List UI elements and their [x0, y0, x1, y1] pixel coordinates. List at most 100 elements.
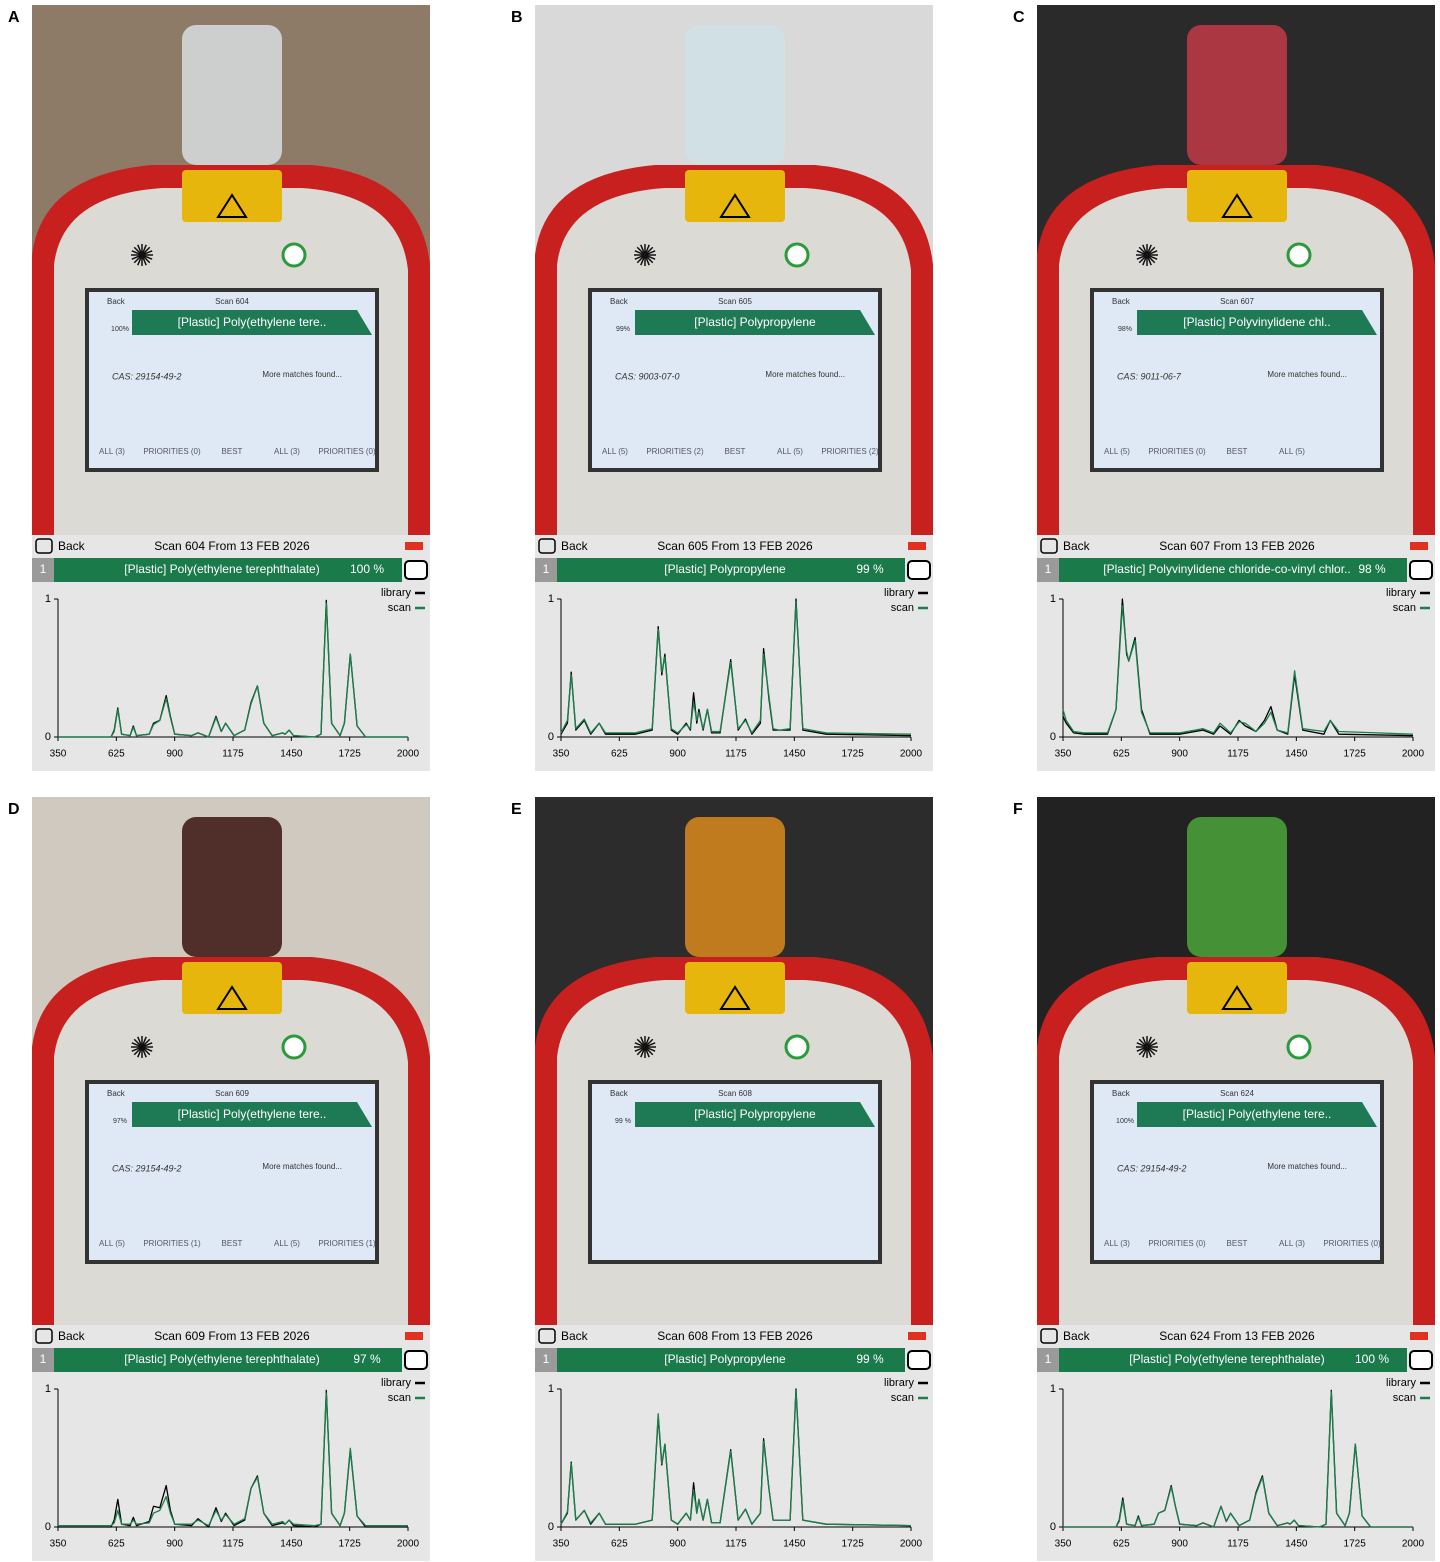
x-tick-label: 1725: [1344, 1539, 1367, 1550]
photo-object: [685, 817, 785, 957]
legend-label: library: [1386, 1377, 1416, 1389]
y-tick-label: 0: [45, 731, 51, 743]
scan-label: Scan 605 From 13 FEB 2026: [657, 539, 813, 553]
panel-label: C: [1013, 9, 1025, 26]
screen-footer-item: PRIORITIES (0): [318, 447, 376, 456]
screen-footer-item: PRIORITIES (2): [821, 447, 879, 456]
return-icon: [1410, 561, 1432, 579]
screen-footer-item: ALL (3): [1279, 1239, 1305, 1248]
screen-footer-item: PRIORITIES (0): [1148, 1239, 1206, 1248]
return-icon: [1410, 1351, 1432, 1369]
screen-footer-item: ALL (3): [99, 447, 125, 456]
return-icon: [908, 1351, 930, 1369]
legend-label: scan: [891, 1392, 914, 1404]
y-tick-label: 1: [548, 1383, 554, 1395]
y-tick-label: 0: [1050, 731, 1056, 743]
photo-object: [182, 817, 282, 957]
match-percent: 97 %: [353, 1352, 381, 1366]
screen-scan: Scan 604: [215, 297, 249, 306]
x-tick-label: 1450: [280, 749, 303, 760]
legend-label: scan: [1393, 1392, 1416, 1404]
legend-label: library: [884, 587, 914, 599]
legend-label: scan: [1393, 602, 1416, 614]
x-tick-label: 625: [108, 1539, 125, 1550]
rank-label: 1: [40, 1352, 47, 1366]
x-tick-label: 1450: [1285, 1539, 1308, 1550]
screen-percent: 99%: [616, 326, 630, 333]
legend-label: scan: [388, 602, 411, 614]
x-tick-label: 900: [669, 749, 686, 760]
screen-back: Back: [1112, 1089, 1131, 1098]
x-tick-label: 625: [1113, 749, 1130, 760]
screen-back: Back: [107, 297, 126, 306]
y-tick-label: 1: [45, 593, 51, 605]
match-percent: 100 %: [1355, 1352, 1389, 1366]
screen-percent: 98%: [1118, 326, 1132, 333]
battery-icon: [908, 542, 926, 550]
panel-label: E: [511, 801, 522, 818]
screen-scan: Scan 607: [1220, 297, 1254, 306]
screen-match: [Plastic] Poly(ethylene tere..: [178, 315, 327, 329]
x-tick-label: 1175: [1227, 749, 1249, 760]
screen-footer-item: PRIORITIES (2): [646, 447, 704, 456]
screen-footer-item: BEST: [222, 447, 243, 456]
rank-label: 1: [1045, 562, 1052, 576]
screen-footer-item: ALL (3): [274, 447, 300, 456]
screen-footer-item: BEST: [725, 447, 746, 456]
y-tick-label: 1: [1050, 1383, 1056, 1395]
screen-footer-item: ALL (3): [1104, 1239, 1130, 1248]
back-label: Back: [1063, 539, 1091, 553]
screen-cas: CAS: 9011-06-7: [1117, 371, 1182, 381]
figure: ABackScan 604[Plastic] Poly(ethylene ter…: [0, 0, 1440, 1562]
panel-label: B: [511, 9, 523, 26]
power-button: [786, 1036, 808, 1058]
screen-percent: 100%: [111, 326, 129, 333]
match-percent: 99 %: [856, 562, 884, 576]
screen-more: More matches found...: [1267, 370, 1347, 379]
x-tick-label: 1725: [339, 749, 362, 760]
screen-percent: 99 %: [615, 1118, 631, 1125]
screen-back: Back: [610, 1089, 629, 1098]
x-tick-label: 1725: [339, 1539, 362, 1550]
x-tick-label: 1725: [842, 749, 865, 760]
photo-object: [182, 25, 282, 165]
x-tick-label: 1175: [222, 1539, 244, 1550]
power-button: [283, 1036, 305, 1058]
screen-match: [Plastic] Polypropylene: [694, 1107, 816, 1121]
scan-label: Scan 608 From 13 FEB 2026: [657, 1329, 813, 1343]
match-name: [Plastic] Poly(ethylene terephthalate): [124, 562, 319, 576]
x-tick-label: 2000: [1402, 1539, 1425, 1550]
legend-label: library: [1386, 587, 1416, 599]
return-icon: [405, 1351, 427, 1369]
screen-scan: Scan 609: [215, 1089, 249, 1098]
screen-scan: Scan 624: [1220, 1089, 1254, 1098]
scan-label: Scan 609 From 13 FEB 2026: [154, 1329, 310, 1343]
back-label: Back: [561, 1329, 589, 1343]
x-tick-label: 350: [553, 1539, 570, 1550]
x-tick-label: 1175: [222, 749, 244, 760]
screen-scan: Scan 605: [718, 297, 752, 306]
match-name: [Plastic] Polypropylene: [664, 562, 786, 576]
screen-footer-item: BEST: [1227, 447, 1248, 456]
screen-footer-item: PRIORITIES (0): [1323, 1239, 1381, 1248]
y-tick-label: 0: [548, 731, 554, 743]
x-tick-label: 1175: [1227, 1539, 1249, 1550]
x-tick-label: 900: [1171, 749, 1188, 760]
screen-footer-item: PRIORITIES (1): [318, 1239, 376, 1248]
power-button: [1288, 244, 1310, 266]
rank-label: 1: [543, 562, 550, 576]
match-percent: 100 %: [350, 562, 384, 576]
screen-footer-item: BEST: [1227, 1239, 1248, 1248]
screen-footer-item: ALL (5): [1104, 447, 1130, 456]
x-tick-label: 2000: [900, 1539, 923, 1550]
x-tick-label: 1450: [280, 1539, 303, 1550]
y-tick-label: 1: [1050, 593, 1056, 605]
power-button: [786, 244, 808, 266]
scan-label: Scan 604 From 13 FEB 2026: [154, 539, 310, 553]
x-tick-label: 350: [50, 1539, 67, 1550]
return-icon: [908, 561, 930, 579]
x-tick-label: 625: [108, 749, 125, 760]
screen-percent: 100%: [1116, 1118, 1134, 1125]
x-tick-label: 900: [1171, 1539, 1188, 1550]
back-label: Back: [58, 1329, 86, 1343]
